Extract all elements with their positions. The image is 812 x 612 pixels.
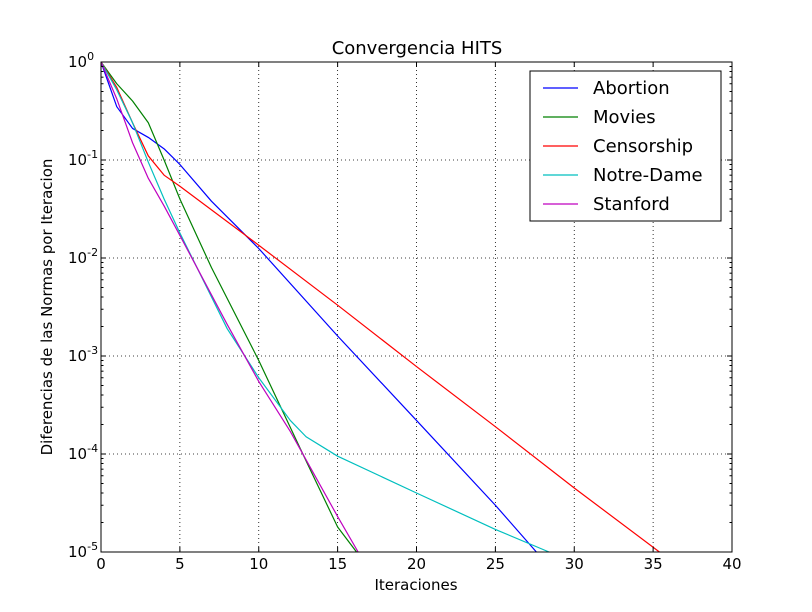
legend: Abortion Movies Censorship Notre-Dame Stanfo… bbox=[529, 70, 722, 222]
x-tick-label: 5 bbox=[175, 555, 185, 573]
x-tick-label: 40 bbox=[722, 555, 741, 573]
x-tick-label: 30 bbox=[565, 555, 584, 573]
y-axis-label: Diferencias de las Normas por Iteracion bbox=[38, 159, 56, 456]
axis-ticks: 0 5 10 15 20 25 30 35 40 100 10-1 10-2 10-3 10-4 10-5 bbox=[68, 50, 742, 573]
legend-label-movies: Movies bbox=[593, 107, 656, 128]
grid bbox=[101, 62, 732, 552]
series-line-abortion bbox=[100, 61, 537, 553]
x-tick-label: 0 bbox=[96, 555, 106, 573]
y-tick-label: 10-1 bbox=[68, 148, 98, 169]
x-tick-label: 35 bbox=[644, 555, 663, 573]
series-lines bbox=[100, 61, 660, 553]
legend-label-abortion: Abortion bbox=[593, 78, 670, 99]
legend-label-censorship: Censorship bbox=[593, 136, 693, 157]
legend-label-stanford: Stanford bbox=[593, 194, 670, 215]
chart-title: Convergencia HITS bbox=[332, 38, 503, 59]
x-axis-label: Iteraciones bbox=[374, 576, 457, 594]
y-tick-label: 10-3 bbox=[68, 344, 98, 365]
y-tick-label: 10-5 bbox=[68, 540, 98, 561]
y-tick-label: 10-4 bbox=[68, 442, 98, 463]
x-tick-label: 10 bbox=[249, 555, 268, 573]
x-tick-label: 15 bbox=[328, 555, 347, 573]
series-line-movies bbox=[100, 61, 358, 553]
x-tick-label: 20 bbox=[407, 555, 426, 573]
y-tick-label: 10-2 bbox=[68, 246, 98, 267]
y-tick-label: 100 bbox=[68, 50, 94, 71]
x-tick-label: 25 bbox=[486, 555, 505, 573]
legend-label-notre-dame: Notre-Dame bbox=[593, 165, 703, 186]
series-line-stanford bbox=[100, 61, 359, 553]
